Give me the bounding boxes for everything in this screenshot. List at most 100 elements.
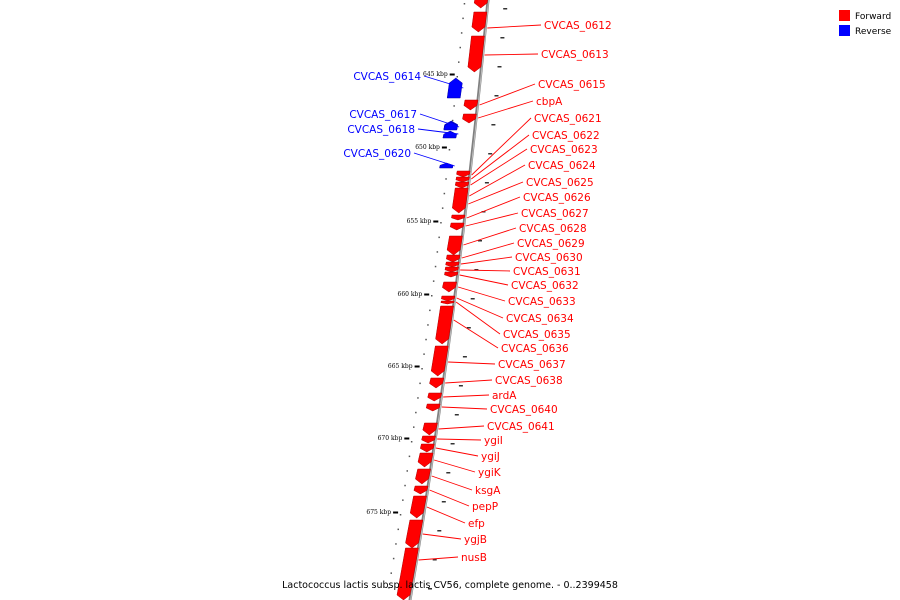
gene-glyph-nusb[interactable]: [396, 547, 419, 600]
leader-line-cvcas-0615: [479, 83, 536, 106]
scale-dash: [488, 153, 493, 155]
tick-label: 660 kbp: [398, 291, 423, 298]
gene-label-ygik[interactable]: ygiK: [478, 467, 502, 479]
gene-label-pepp[interactable]: pepP: [472, 501, 498, 513]
gene-label-efp[interactable]: efp: [468, 518, 485, 530]
gene-glyph-arda[interactable]: [427, 392, 443, 402]
gene-label-cvcas-0625[interactable]: CVCAS_0625: [526, 177, 594, 189]
genome-backbone: [408, 0, 490, 600]
gene-glyph-ygii[interactable]: [421, 435, 436, 444]
gene-label-ksga[interactable]: ksgA: [475, 485, 501, 497]
gene-glyph-cvcas-0637[interactable]: [430, 345, 449, 377]
gene-label-arda[interactable]: ardA: [492, 390, 517, 402]
gene-label-cvcas-0617[interactable]: CVCAS_0617: [349, 109, 417, 121]
gene-label-cvcas-0626[interactable]: CVCAS_0626: [523, 192, 591, 204]
gene-glyph-cvcas-0629[interactable]: [446, 254, 461, 263]
gene-label-cvcas-0633[interactable]: CVCAS_0633: [508, 296, 576, 308]
gene-label-cvcas-0620[interactable]: CVCAS_0620: [343, 148, 411, 160]
gene-glyph-cvcas-0641[interactable]: [422, 422, 438, 436]
leader-line-ksga: [431, 475, 473, 491]
gene-label-cvcas-0634[interactable]: CVCAS_0634: [506, 313, 574, 325]
gene-label-ygij[interactable]: ygiJ: [481, 451, 500, 463]
legend-forward-swatch: [839, 10, 850, 21]
scale-dot: [425, 338, 427, 341]
gene-label-cvcas-0632[interactable]: CVCAS_0632: [511, 280, 579, 292]
scale-dash: [428, 588, 432, 590]
scale-dot: [417, 397, 419, 399]
scale-dot: [459, 46, 461, 49]
gene-label-cvcas-0631[interactable]: CVCAS_0631: [513, 266, 581, 278]
gene-label-cvcas-0614[interactable]: CVCAS_0614: [353, 71, 421, 83]
gene-label-cvcas-0641[interactable]: CVCAS_0641: [487, 421, 555, 433]
gene-glyph-cvcas-0613[interactable]: [471, 11, 488, 33]
tick-label: 665 kbp: [388, 363, 413, 370]
gene-label-cvcas-0640[interactable]: CVCAS_0640: [490, 404, 558, 416]
gene-label-cvcas-0627[interactable]: CVCAS_0627: [521, 208, 589, 220]
gene-label-cvcas-0622[interactable]: CVCAS_0622: [532, 130, 600, 142]
gene-glyph-cvcas-0612[interactable]: [473, 0, 488, 9]
gene-glyph-cvcas-0623[interactable]: [454, 181, 470, 189]
gene-label-ygii[interactable]: ygiI: [484, 435, 503, 447]
gene-label-cvcas-0638[interactable]: CVCAS_0638: [495, 375, 563, 387]
gene-glyph-cvcas-0633[interactable]: [442, 281, 458, 293]
gene-label-cvcas-0613[interactable]: CVCAS_0613: [541, 49, 609, 61]
tick-label: 650 kbp: [415, 144, 440, 151]
gene-label-cvcas-0618[interactable]: CVCAS_0618: [347, 124, 415, 136]
gene-glyph-ksga[interactable]: [415, 468, 432, 485]
gene-glyph-cvcas-0615[interactable]: [463, 99, 479, 111]
gene-glyph-cvcas-0627[interactable]: [449, 222, 465, 231]
scale-dash: [470, 298, 475, 300]
genome-caption: Lactococcus lactis subsp. lactis CV56, c…: [282, 580, 618, 591]
gene-glyph-cvcas-0622[interactable]: [455, 176, 470, 183]
gene-glyph-cvcas-0621[interactable]: [456, 170, 471, 178]
gene-label-cvcas-0637[interactable]: CVCAS_0637: [498, 359, 566, 371]
gene-label-cvcas-0630[interactable]: CVCAS_0630: [515, 252, 583, 264]
tick-mark: [393, 511, 399, 514]
gene-label-cvcas-0612[interactable]: CVCAS_0612: [544, 20, 612, 32]
gene-glyph-ygij[interactable]: [420, 443, 435, 453]
gene-glyph-cvcas-0628[interactable]: [446, 235, 463, 256]
gene-label-cbpa[interactable]: cbpA: [536, 96, 563, 108]
gene-glyph-cvcas-0638[interactable]: [429, 377, 445, 389]
gene-glyph-cbpa[interactable]: [462, 113, 477, 124]
gene-glyph-cvcas-0617[interactable]: [443, 121, 458, 131]
gene-label-cvcas-0629[interactable]: CVCAS_0629: [517, 238, 585, 250]
gene-glyph-cvcas-0636[interactable]: [435, 305, 454, 345]
gene-glyph-cvcas-0635[interactable]: [440, 300, 455, 305]
scale-dot: [432, 280, 435, 282]
leader-line-cbpa: [477, 100, 534, 119]
gene-glyph-pepp[interactable]: [413, 485, 429, 495]
gene-label-cvcas-0628[interactable]: CVCAS_0628: [519, 223, 587, 235]
gene-glyph-ygjb[interactable]: [405, 519, 424, 549]
gene-glyph-cvcas-0613[interactable]: [467, 35, 485, 73]
scale-dot: [451, 119, 454, 122]
gene-glyph-cvcas-0640[interactable]: [425, 403, 441, 412]
gene-glyph-cvcas-0626[interactable]: [451, 214, 466, 221]
scale-dot: [390, 572, 392, 574]
gene-glyph-ygik[interactable]: [417, 452, 434, 468]
gene-label-cvcas-0636[interactable]: CVCAS_0636: [501, 343, 569, 355]
gene-label-cvcas-0635[interactable]: CVCAS_0635: [503, 329, 571, 341]
gene-label-cvcas-0621[interactable]: CVCAS_0621: [534, 113, 602, 125]
gene-glyph-cvcas-0632[interactable]: [444, 271, 459, 278]
gene-label-cvcas-0615[interactable]: CVCAS_0615: [538, 79, 606, 91]
scale-dash: [474, 269, 479, 271]
tick-label: 655 kbp: [407, 218, 432, 225]
gene-glyph-cvcas-0631[interactable]: [444, 266, 459, 273]
gene-glyph-cvcas-0624[interactable]: [452, 187, 469, 214]
gene-label-nusb[interactable]: nusB: [461, 552, 487, 564]
gene-glyph-cvcas-0630[interactable]: [445, 261, 460, 268]
leader-line-efp: [426, 506, 466, 524]
gene-glyph-cvcas-0634[interactable]: [441, 295, 456, 302]
gene-label-ygjb[interactable]: ygjB: [464, 534, 487, 546]
scale-dot: [443, 192, 446, 195]
gene-glyph-efp[interactable]: [409, 495, 427, 519]
backbone-highlight: [410, 0, 490, 600]
gene-glyph-cvcas-0614[interactable]: [446, 77, 463, 99]
gene-label-cvcas-0624[interactable]: CVCAS_0624: [528, 160, 596, 172]
gene-labels[interactable]: CVCAS_0612 CVCAS_0613 CVCAS_0614 CVCAS_0615…: [343, 20, 611, 564]
gene-label-cvcas-0623[interactable]: CVCAS_0623: [530, 144, 598, 156]
tick-mark: [424, 293, 430, 296]
gene-glyph-cvcas-0618[interactable]: [442, 130, 457, 139]
